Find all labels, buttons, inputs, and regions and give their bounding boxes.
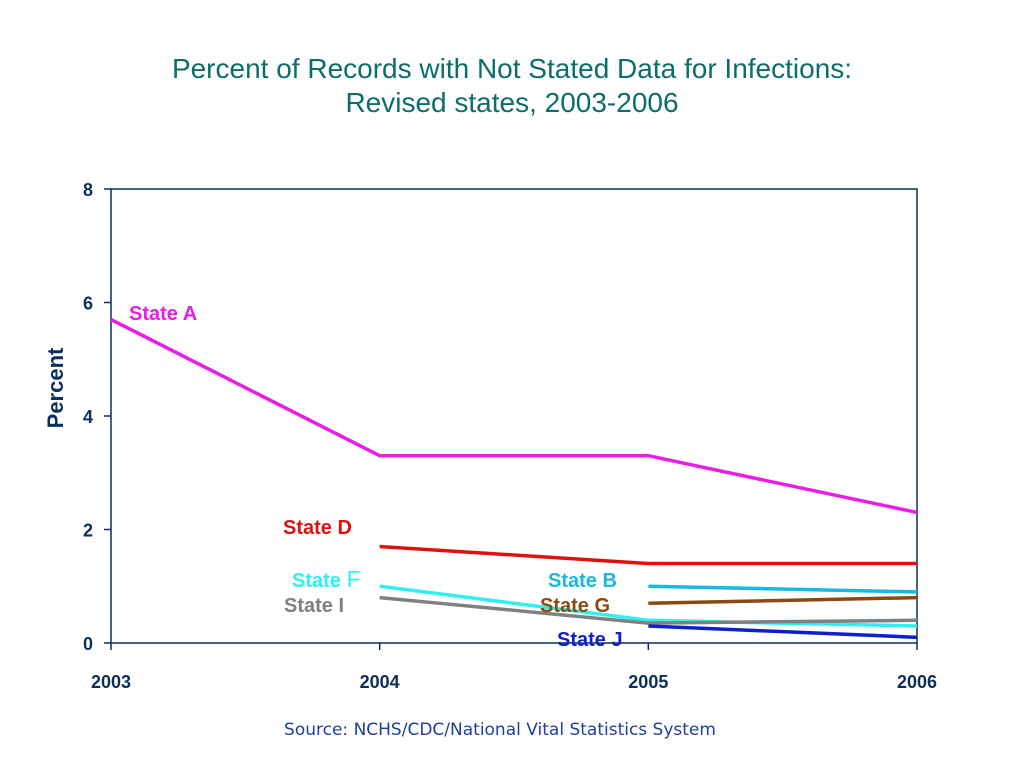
y-axis-label: Percent xyxy=(43,347,68,428)
x-tick-label: 2006 xyxy=(897,672,937,692)
x-axis: 2003 2004 2005 2006 xyxy=(91,643,937,692)
x-tick-label: 2004 xyxy=(360,672,400,692)
series-label-state-j: State J xyxy=(557,629,623,651)
source-note: Source: NCHS/CDC/National Vital Statisti… xyxy=(284,720,716,740)
y-tick-label: 8 xyxy=(83,180,93,200)
plot-frame xyxy=(110,188,918,644)
y-tick-label: 4 xyxy=(83,407,93,427)
y-tick-label: 2 xyxy=(83,521,93,541)
chart-title: Percent of Records with Not Stated Data … xyxy=(0,52,1024,120)
series-line-state-j xyxy=(648,624,918,640)
x-tick-label: 2005 xyxy=(628,672,668,692)
series-line-state-a xyxy=(110,317,918,515)
series-label-state-f: State F xyxy=(292,566,361,592)
series-label-state-a: State A xyxy=(129,303,197,325)
series-line-state-f xyxy=(379,584,918,628)
series-labels: State F State A State D State I State B … xyxy=(129,303,623,651)
y-tick-label: 0 xyxy=(83,634,93,654)
series-line-state-i xyxy=(379,595,918,625)
y-tick-label: 6 xyxy=(83,294,93,314)
series-label-state-d: State D xyxy=(283,517,352,539)
series-line-state-g xyxy=(648,595,918,606)
series-label-state-g: State G xyxy=(540,595,610,617)
series-lines xyxy=(110,317,918,640)
x-tick-label: 2003 xyxy=(91,672,131,692)
series-label-state-b: State B xyxy=(548,570,617,592)
series-label-state-i: State I xyxy=(284,595,344,617)
series-line-state-b xyxy=(648,584,918,594)
chart-title-line-2: Revised states, 2003-2006 xyxy=(345,87,679,118)
series-line-state-d xyxy=(379,544,917,566)
chart-title-line-1: Percent of Records with Not Stated Data … xyxy=(171,53,853,84)
y-axis: 0 2 4 6 8 xyxy=(83,180,111,654)
